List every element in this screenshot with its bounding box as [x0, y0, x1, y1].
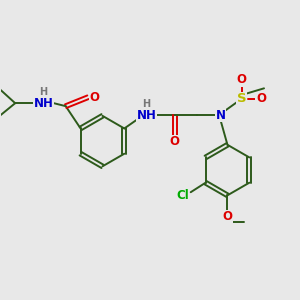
Text: O: O — [170, 135, 180, 148]
Text: Cl: Cl — [176, 189, 189, 202]
Text: H: H — [142, 99, 151, 109]
Text: NH: NH — [137, 109, 157, 122]
Text: N: N — [216, 109, 226, 122]
Text: O: O — [237, 73, 247, 86]
Text: NH: NH — [34, 97, 53, 110]
Text: H: H — [39, 87, 47, 97]
Text: S: S — [237, 92, 247, 105]
Text: O: O — [89, 91, 100, 104]
Text: O: O — [256, 92, 266, 105]
Text: O: O — [223, 210, 232, 223]
